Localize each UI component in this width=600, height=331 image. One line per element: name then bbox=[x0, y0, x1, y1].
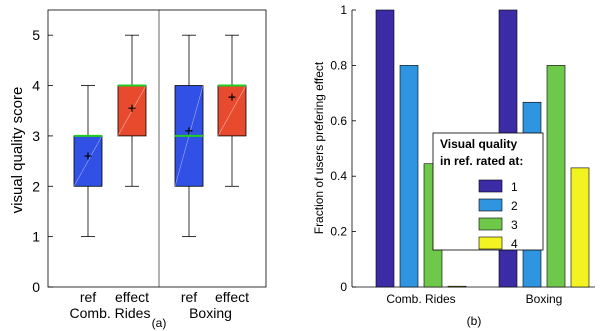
box-diagonal bbox=[217, 85, 247, 137]
legend-label: 1 bbox=[511, 180, 518, 194]
chart-a-ytick-label: 0 bbox=[32, 279, 40, 295]
bar-1 bbox=[375, 9, 395, 288]
chart-b-ytick-label: 0.6 bbox=[330, 114, 347, 128]
chart-b-ytick-label: 1 bbox=[340, 3, 347, 17]
legend-swatch bbox=[478, 198, 503, 212]
box-mean-marker bbox=[228, 93, 236, 101]
box-mean-marker bbox=[128, 104, 136, 112]
chart-b-ylabel: Fraction of users prefering effect bbox=[312, 61, 326, 234]
bar-3 bbox=[546, 65, 566, 288]
chart-b-category-label: Boxing bbox=[526, 292, 563, 306]
chart-a-ytick-label: 3 bbox=[32, 128, 40, 144]
chart-b-legend: Visual quality in ref. rated at: 1 2 3 4 bbox=[432, 132, 544, 251]
chart-a-ytick-label: 4 bbox=[32, 78, 40, 94]
chart-a-box-label: effect bbox=[215, 289, 249, 305]
legend-title-line2: in ref. rated at: bbox=[440, 154, 523, 168]
bar-2 bbox=[399, 65, 419, 288]
legend-swatch bbox=[478, 217, 503, 231]
chart-b-ytick-label: 0.2 bbox=[330, 225, 347, 239]
chart-a-ytick-label: 1 bbox=[32, 229, 40, 245]
bar-4 bbox=[447, 285, 467, 288]
chart-a-ylabel: visual quality score bbox=[9, 87, 26, 214]
chart-a-box-label: effect bbox=[115, 289, 149, 305]
chart-a-group-label: Comb. Rides bbox=[70, 305, 151, 321]
box-diagonal bbox=[73, 135, 103, 187]
chart-b-category-label: Comb. Rides bbox=[386, 292, 455, 306]
legend-title-line1: Visual quality bbox=[440, 137, 517, 151]
legend-swatch bbox=[478, 179, 503, 193]
chart-b-ytick-label: 0.8 bbox=[330, 58, 347, 72]
chart-b-ytick-label: 0.4 bbox=[330, 169, 347, 183]
chart-a-box-label: ref bbox=[181, 289, 197, 305]
box-mean-marker bbox=[84, 152, 92, 160]
chart-a-group-label: Boxing bbox=[189, 305, 232, 321]
chart-b-caption: (b) bbox=[467, 314, 482, 328]
legend-swatch bbox=[478, 236, 503, 250]
chart-a-ytick-label: 2 bbox=[32, 178, 40, 194]
box-mean-marker bbox=[185, 127, 193, 135]
chart-a-caption: (a) bbox=[152, 316, 167, 330]
chart-a-frame bbox=[47, 9, 267, 288]
chart-b-ytick-label: 0 bbox=[340, 280, 347, 294]
bar-4 bbox=[570, 167, 590, 288]
chart-a-box-label: ref bbox=[80, 289, 96, 305]
chart-a-ytick-label: 5 bbox=[32, 27, 40, 43]
legend-label: 3 bbox=[511, 218, 518, 232]
legend-label: 4 bbox=[511, 237, 518, 251]
legend-label: 2 bbox=[511, 199, 518, 213]
